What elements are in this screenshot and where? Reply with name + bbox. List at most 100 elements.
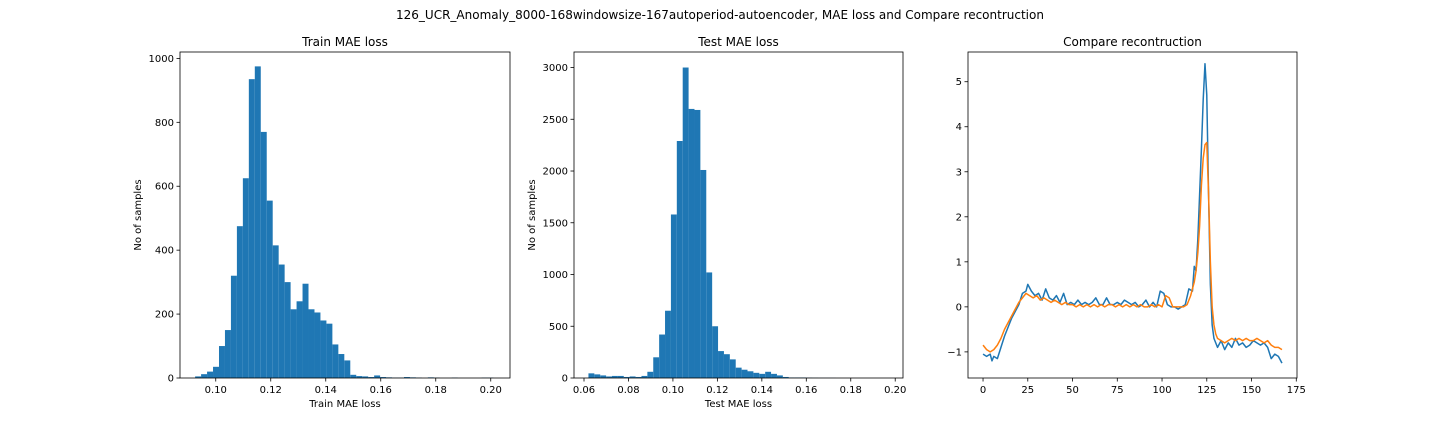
chart-panel-2: 0.06 0.08 0.10 0.12 0.14 0.16 0.18 0.20 0 500 1000… [527, 35, 906, 410]
histogram-bar [284, 282, 291, 378]
histogram-bar [344, 360, 351, 378]
x-tick-label: 0 [980, 385, 986, 396]
histogram-bar [326, 323, 333, 378]
x-tick-label: 0.20 [480, 385, 502, 396]
histogram-bar [617, 375, 624, 378]
y-axis-label: No of samples [527, 179, 538, 250]
y-tick-label: 2 [956, 212, 962, 223]
axes-frame [573, 51, 904, 379]
histogram-bar [741, 369, 748, 378]
histogram-bar [765, 371, 772, 378]
x-tick-label: 0.14 [315, 385, 337, 396]
y-tick-label: 3000 [543, 63, 568, 74]
x-tick-label: 25 [1021, 385, 1034, 396]
x-tick-label: 75 [1111, 385, 1124, 396]
histogram-bar [653, 357, 660, 378]
axes-frame [967, 51, 1298, 379]
x-tick-label: 0.12 [706, 385, 728, 396]
histogram-bar [682, 67, 689, 379]
y-tick-label: 4 [956, 122, 962, 133]
histogram-bar [612, 375, 618, 378]
chart-title: Test MAE loss [697, 35, 779, 49]
y-tick-label: 5 [956, 77, 962, 88]
plot-area [574, 52, 903, 378]
histogram-bar [236, 226, 243, 378]
histogram-bar [201, 374, 208, 378]
x-tick-label: 0.16 [795, 385, 817, 396]
histogram-bar [278, 264, 285, 378]
histogram-bar [676, 141, 683, 378]
histogram-bar [260, 131, 267, 378]
y-tick-label: 1000 [149, 54, 174, 65]
y-tick-label: 400 [155, 246, 174, 257]
x-tick-label: 0.06 [573, 385, 595, 396]
axes-frame [179, 51, 511, 379]
y-tick-label: 2500 [543, 115, 568, 126]
histogram-bar [747, 371, 754, 378]
histogram-bar [314, 312, 321, 378]
x-tick-label: 0.10 [662, 385, 684, 396]
x-axis-label: Test MAE loss [704, 399, 772, 410]
x-tick-label: 0.10 [205, 385, 227, 396]
histogram-bar [403, 377, 410, 378]
histogram-bar [712, 326, 719, 378]
chart-panel-3: 0 25 50 75 100 125 150 175 −1 0 1 2 3 4 5 Compare recon… [947, 35, 1306, 396]
chart-title: Train MAE loss [301, 35, 388, 49]
histogram-bar [368, 377, 375, 378]
histogram-bar [694, 109, 701, 378]
histogram-bar [782, 376, 789, 378]
histogram-bar [759, 373, 766, 378]
y-tick-label: 0 [562, 374, 568, 385]
histogram-bar [670, 214, 677, 378]
histogram-bar [594, 374, 601, 378]
histogram-bar [729, 359, 736, 378]
histogram-bar [320, 320, 327, 378]
chart-panel-1: 0.10 0.12 0.14 0.16 0.18 0.20 0 200 400 600 800 100… [133, 35, 511, 410]
histogram-bar [195, 376, 202, 378]
y-tick-label: 800 [155, 118, 174, 129]
y-tick-label: 1500 [543, 218, 568, 229]
histogram-bar [362, 376, 369, 378]
histogram-bar [771, 373, 777, 378]
histogram-bar [776, 375, 783, 378]
histogram-bar [308, 309, 315, 378]
histogram-bar [718, 351, 724, 378]
x-axis-label: Train MAE loss [308, 399, 380, 410]
histogram-bar [641, 375, 648, 378]
y-tick-label: 600 [155, 182, 174, 193]
plots-container: 0.10 0.12 0.14 0.16 0.18 0.200200400600800100… [133, 35, 1306, 410]
histogram-bar [700, 169, 707, 378]
series-line-1 [982, 62, 1283, 364]
histogram-bar [688, 108, 695, 379]
histogram-bar [338, 354, 345, 378]
histogram-bar [665, 310, 671, 378]
histogram-bar [296, 301, 303, 378]
x-tick-label: 0.20 [884, 385, 906, 396]
x-tick-label: 0.14 [751, 385, 773, 396]
histogram-bar [207, 371, 214, 378]
histogram-bar [374, 375, 381, 378]
y-tick-label: 0 [956, 302, 962, 313]
histogram-bar [218, 346, 225, 378]
figure-suptitle: 126_UCR_Anomaly_8000-168windowsize-167au… [396, 8, 1044, 22]
histogram-bar [647, 371, 654, 378]
y-tick-label: 500 [549, 322, 568, 333]
histogram-bar [623, 376, 630, 378]
histogram-bar [213, 366, 219, 378]
y-tick-label: 3 [956, 167, 962, 178]
histogram-bar [224, 330, 231, 378]
histogram-bar [254, 66, 261, 378]
x-tick-label: 0.18 [840, 385, 862, 396]
histogram-bar [272, 245, 279, 378]
y-tick-label: 1 [956, 257, 962, 268]
histogram-bar [356, 376, 363, 378]
x-tick-label: 100 [1152, 385, 1171, 396]
y-tick-label: 1000 [543, 270, 568, 281]
y-tick-label: 200 [155, 310, 174, 321]
x-tick-label: 0.08 [617, 385, 639, 396]
y-tick-label: −1 [947, 347, 962, 358]
histogram-bar [302, 283, 309, 378]
x-tick-label: 175 [1287, 385, 1306, 396]
histogram-bar [290, 309, 297, 378]
